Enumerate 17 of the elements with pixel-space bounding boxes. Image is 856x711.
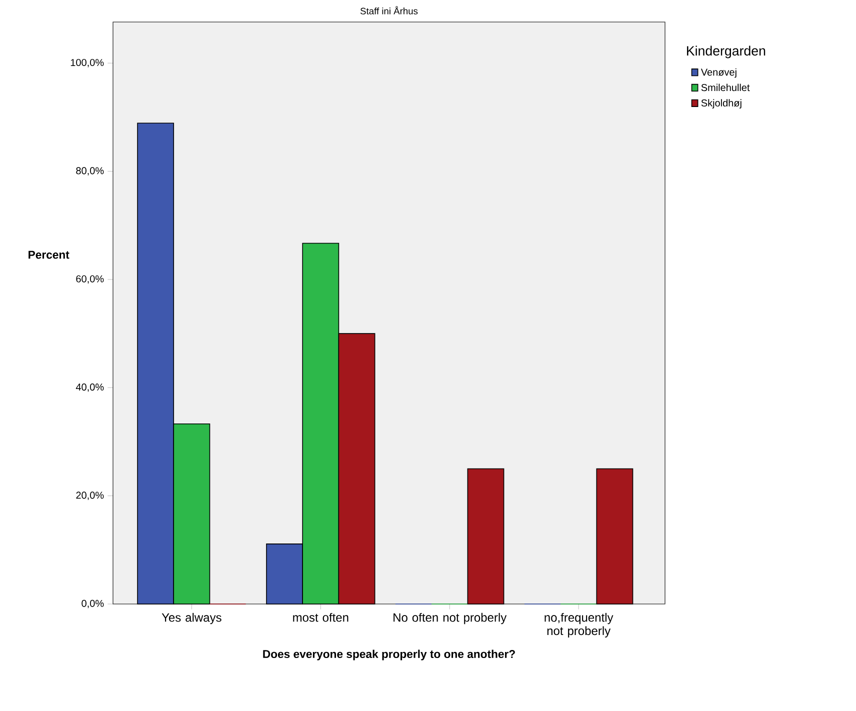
x-tick-label: No often not proberly — [394, 612, 507, 624]
x-tick-label: most often — [293, 612, 348, 622]
y-axis-title: Percent — [28, 250, 70, 259]
y-tick-label: 80,0% — [76, 167, 104, 176]
x-tick-label: Yes always — [162, 612, 222, 624]
y-tick-label: 40,0% — [76, 384, 104, 392]
legend-label: Smilehullet — [701, 84, 750, 92]
y-tick-label: 20,0% — [76, 492, 104, 500]
legend-title: Kindergarden — [687, 46, 766, 58]
y-tick-label: 0,0% — [82, 600, 104, 608]
y-tick-label: 60,0% — [76, 275, 104, 284]
chart-title: Staff ini Århus — [360, 6, 418, 14]
x-axis-title: Does everyone speak properly to one another? — [263, 650, 515, 660]
legend-label: Skjoldhøj — [701, 99, 742, 108]
y-tick-label: 100,0% — [70, 58, 104, 68]
legend-label: Venøvej — [700, 68, 736, 78]
x-tick-label: no,frequently not proberly — [544, 612, 614, 638]
